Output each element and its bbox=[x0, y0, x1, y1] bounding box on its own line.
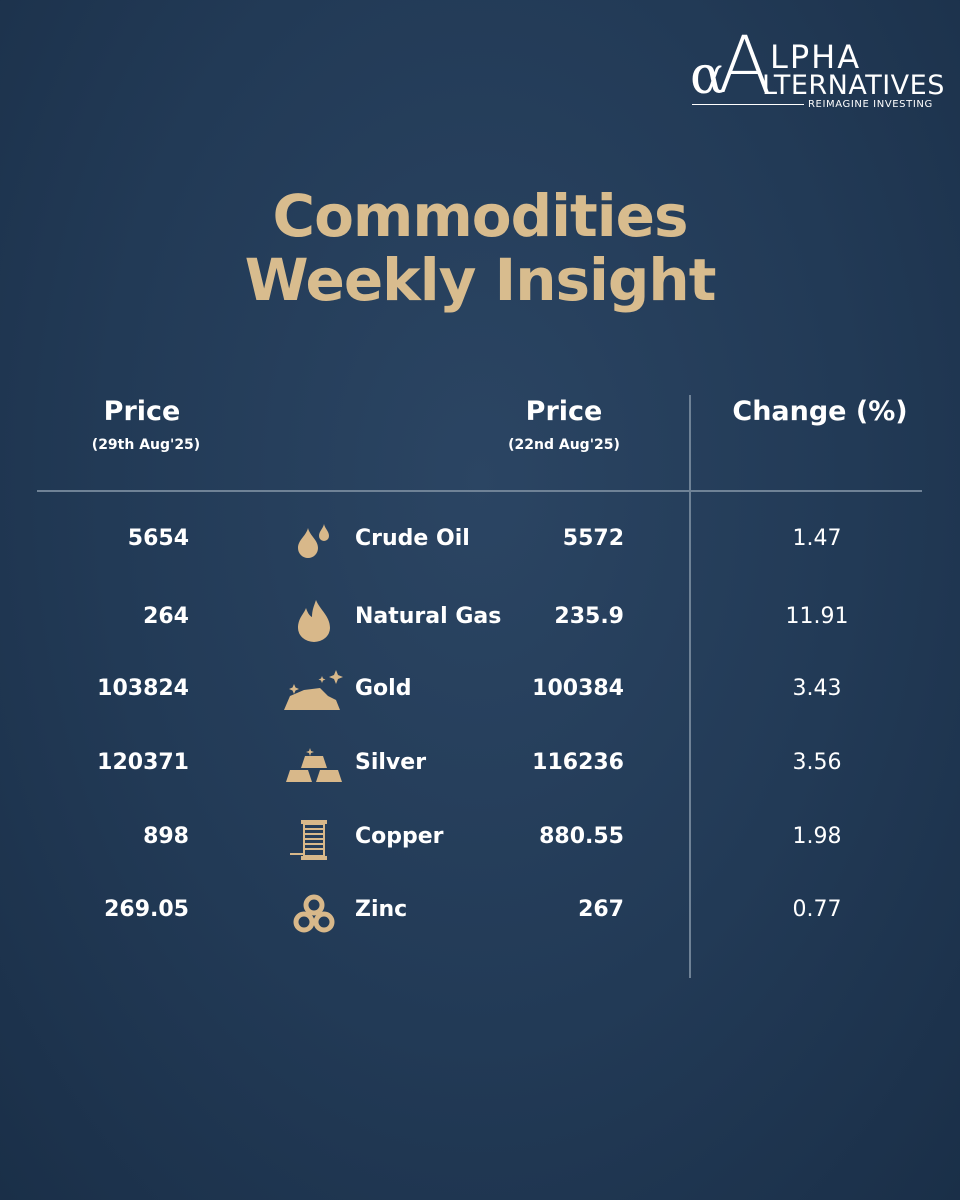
cell-price-previous: 235.9 bbox=[554, 604, 624, 629]
cell-price-previous: 116236 bbox=[532, 750, 624, 775]
cell-commodity: Zinc bbox=[355, 897, 408, 922]
cell-change: 11.91 bbox=[785, 604, 849, 629]
cell-change: 0.77 bbox=[792, 897, 842, 922]
logo-initial: A bbox=[718, 21, 772, 111]
logo-line2: LTERNATIVES bbox=[762, 70, 945, 101]
cell-price-current: 269.05 bbox=[104, 897, 189, 922]
cell-price-current: 898 bbox=[143, 824, 189, 849]
cell-price-current: 264 bbox=[143, 604, 189, 629]
header-rule bbox=[37, 490, 922, 492]
cell-price-current: 5654 bbox=[127, 526, 189, 551]
header-sub: (22nd Aug'25) bbox=[508, 437, 620, 453]
header: Change (%) bbox=[732, 396, 908, 427]
logo-alpha: α bbox=[690, 46, 726, 106]
cell-price-previous: 267 bbox=[578, 897, 624, 922]
commodity-icon bbox=[293, 894, 335, 933]
commodity-icon bbox=[298, 600, 330, 642]
cell-price-previous: 5572 bbox=[562, 526, 624, 551]
cell-price-previous: 100384 bbox=[532, 676, 624, 701]
cell-change: 1.47 bbox=[792, 526, 842, 551]
header: Price bbox=[103, 396, 181, 427]
cell-price-current: 120371 bbox=[97, 750, 189, 775]
cell-commodity: Natural Gas bbox=[355, 604, 502, 629]
header: Price bbox=[525, 396, 603, 427]
header-sub: (29th Aug'25) bbox=[91, 437, 201, 453]
commodity-icon bbox=[286, 748, 342, 782]
cell-commodity: Crude Oil bbox=[355, 526, 470, 551]
cell-change: 1.98 bbox=[792, 824, 842, 849]
cell-commodity: Gold bbox=[355, 676, 412, 701]
title-line: Commodities bbox=[272, 182, 689, 250]
commodity-icon bbox=[290, 820, 327, 860]
column-rule bbox=[689, 395, 691, 978]
cell-price-previous: 880.55 bbox=[539, 824, 624, 849]
logo-line1: LPHA bbox=[770, 38, 862, 76]
commodity-icon bbox=[284, 670, 343, 710]
cell-commodity: Silver bbox=[355, 750, 427, 775]
title-line: Weekly Insight bbox=[244, 246, 717, 314]
commodity-icon bbox=[298, 524, 329, 558]
cell-price-current: 103824 bbox=[97, 676, 189, 701]
cell-change: 3.43 bbox=[792, 676, 842, 701]
cell-commodity: Copper bbox=[355, 824, 444, 849]
cell-change: 3.56 bbox=[792, 750, 842, 775]
logo-tagline: REIMAGINE INVESTING bbox=[808, 99, 933, 110]
logo-rule bbox=[692, 104, 804, 105]
